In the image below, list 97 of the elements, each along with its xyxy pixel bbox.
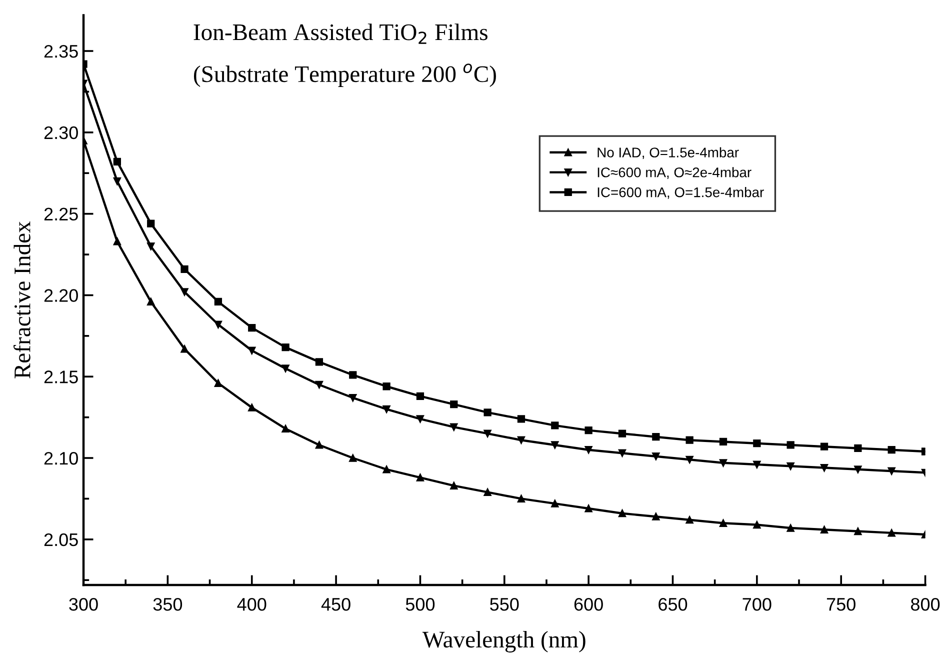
point: [618, 449, 626, 457]
point: [786, 524, 794, 532]
point: [854, 466, 862, 474]
point: [719, 438, 728, 446]
x-tick-label: 300: [69, 598, 98, 611]
point: [282, 364, 290, 372]
point: [180, 345, 188, 353]
x-tick-label: 700: [742, 598, 772, 611]
point: [551, 500, 559, 508]
point: [282, 424, 290, 433]
point: [180, 265, 188, 273]
x-tick-label: 450: [321, 598, 350, 611]
point: [652, 512, 660, 520]
y-tick-label: 2.10: [44, 452, 78, 465]
point: [551, 422, 559, 430]
point: [719, 459, 728, 467]
point: [618, 430, 626, 438]
point: [820, 526, 828, 534]
point: [450, 482, 458, 490]
point: [753, 440, 761, 448]
point: [854, 444, 862, 452]
point: [719, 519, 728, 527]
point: [382, 382, 390, 390]
x-tick-label: 750: [826, 598, 856, 611]
point: [113, 238, 121, 246]
point: [686, 516, 694, 524]
point: [584, 446, 592, 454]
point: [180, 288, 188, 296]
text: (Substrate Temperature 200 $^{o}$C): [194, 64, 496, 87]
point: [450, 400, 458, 408]
point: [686, 456, 694, 464]
point: [551, 441, 559, 449]
point: [315, 358, 324, 366]
point: [517, 436, 526, 444]
point: [652, 433, 660, 441]
point: [753, 520, 761, 529]
point: [349, 454, 357, 462]
point: [450, 423, 458, 431]
point: [113, 158, 121, 166]
point: [349, 394, 357, 402]
y-tick-label: 2.20: [44, 289, 78, 302]
point: [416, 474, 424, 482]
x-tick-label: 800: [911, 598, 940, 611]
legend-label: IC≈600 mA, O≈2e-4mbar: [598, 167, 752, 179]
point: [282, 343, 290, 352]
x-tick-label: 650: [658, 598, 688, 611]
point: [820, 442, 828, 450]
y-tick-label: 2.30: [44, 126, 78, 140]
y-tick-label: 2.15: [44, 370, 78, 384]
point: [786, 462, 794, 470]
x-tick-label: 350: [153, 598, 182, 611]
point: [484, 408, 492, 416]
point: [854, 527, 862, 536]
point: [584, 426, 592, 434]
point: [888, 446, 896, 454]
x-axis-title: Wavelength (nm): [422, 630, 586, 652]
point: [517, 494, 526, 503]
point: [382, 405, 390, 413]
x-tick-label: 500: [406, 598, 435, 611]
point: [484, 488, 492, 496]
point: [618, 510, 626, 518]
point: [517, 415, 526, 423]
point: [416, 415, 424, 423]
legend-label: IC=600 mA, O=1.5e-4mbar: [598, 187, 764, 199]
point: [315, 441, 324, 449]
point: [147, 242, 155, 250]
y-tick-label: 2.05: [44, 533, 78, 546]
point: [113, 177, 121, 186]
point: [888, 467, 896, 475]
point: [147, 220, 155, 228]
point: [248, 404, 256, 412]
point: [248, 346, 256, 354]
chart-title: Ion-Beam Assisted TiO$_{2}$ Films: [194, 24, 488, 44]
point: [786, 441, 794, 449]
point: [584, 504, 592, 512]
point: [686, 436, 694, 444]
point: [382, 466, 390, 474]
y-axis-title: Refractive Index: [14, 221, 30, 378]
point: [147, 298, 155, 306]
x-tick-label: 400: [237, 598, 266, 611]
point: [753, 460, 761, 468]
point: [315, 380, 324, 389]
y-tick-label: 2.25: [44, 208, 78, 221]
point: [652, 452, 660, 460]
y-tick-label: 2.35: [44, 44, 78, 58]
point: [214, 379, 222, 387]
x-tick-label: 600: [574, 598, 603, 611]
point: [820, 464, 828, 472]
point: [484, 430, 492, 438]
point: [349, 371, 357, 379]
legend-label: No IAD, O=1.5e-4mbar: [598, 147, 739, 160]
x-tick-label: 550: [490, 598, 519, 611]
point: [248, 324, 256, 332]
point: [416, 392, 424, 400]
point: [214, 298, 222, 306]
point: [888, 529, 896, 537]
point: [214, 320, 222, 328]
